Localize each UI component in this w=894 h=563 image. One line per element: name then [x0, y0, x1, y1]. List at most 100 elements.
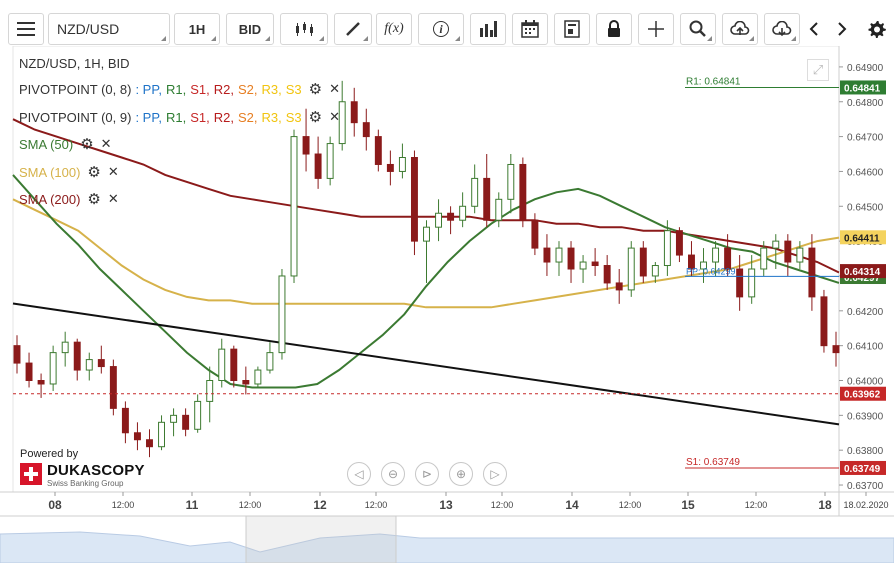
y-tick-label: 0.64100 [847, 342, 884, 353]
close-icon[interactable]: ✕ [107, 164, 119, 179]
y-tick-label: 0.64500 [847, 202, 884, 213]
download-button[interactable] [764, 13, 800, 45]
sma100-tag: 0.64411 [844, 233, 880, 244]
x-tick-label: 13 [439, 498, 453, 512]
legend-sma50: SMA (50) ⚙ ✕ [19, 135, 112, 153]
x-tick-label: 12:00 [619, 500, 642, 510]
powered-by-label: Powered by [20, 448, 79, 460]
candle-body [423, 226, 430, 242]
candle-body [615, 282, 623, 291]
info-button[interactable]: i [418, 13, 464, 45]
gear-icon[interactable]: ⚙ [80, 136, 94, 153]
download-icon [772, 21, 792, 37]
legend-sma50-name: SMA (50) [19, 136, 74, 152]
candle-body [784, 240, 792, 263]
candle-body [808, 247, 816, 298]
volume-button[interactable] [470, 13, 506, 45]
zoom-out-button[interactable]: ⊖ [381, 462, 405, 486]
crosshair-icon [648, 21, 664, 37]
brand-name: DUKASCOPY [47, 462, 145, 479]
prev-button[interactable] [801, 13, 827, 45]
candle-body [49, 352, 57, 385]
fx-icon: f(x) [384, 21, 404, 36]
candle-body [230, 348, 238, 381]
close-icon[interactable]: ✕ [107, 191, 119, 206]
lock-button[interactable] [596, 13, 632, 45]
zoom-out-icon: ⊖ [387, 467, 399, 481]
price-type-select[interactable]: BID [226, 13, 274, 45]
x-tick-label: 18 [818, 498, 832, 512]
gear-icon[interactable]: ⚙ [87, 164, 101, 181]
x-tick-label: 12:00 [491, 500, 514, 510]
scroll-right-button[interactable]: ▷ [483, 462, 507, 486]
expand-icon[interactable]: ⤢ [807, 59, 829, 81]
x-tick-label: 12 [313, 498, 327, 512]
candle-body [748, 268, 756, 298]
timeframe-label: 1H [188, 21, 206, 37]
settings-button[interactable] [862, 13, 892, 45]
next-button[interactable] [829, 13, 855, 45]
legend-r3: R3, [261, 81, 282, 97]
legend-s3: S3 [285, 109, 302, 125]
gear-icon[interactable]: ⚙ [87, 191, 101, 208]
report-button[interactable] [554, 13, 590, 45]
candle-body [109, 366, 117, 409]
candle-body [170, 414, 178, 423]
candle-body [832, 345, 840, 354]
candle-body [242, 380, 250, 385]
close-icon[interactable]: ✕ [329, 81, 340, 96]
trendline [12, 302, 840, 426]
candle-body [133, 432, 141, 441]
navigator-area [0, 531, 894, 563]
menu-icon [17, 22, 35, 36]
candle-body [579, 261, 587, 270]
legend-s1: S1, [190, 109, 210, 125]
candle-body [495, 198, 503, 221]
sma100-tag-bg [840, 230, 886, 245]
candle-body [266, 352, 274, 371]
candle-body [410, 157, 418, 242]
r1-tag-bg [840, 80, 886, 95]
timeframe-select[interactable]: 1H [174, 13, 220, 45]
draw-tool-button[interactable] [334, 13, 372, 45]
zoom-button[interactable] [680, 13, 716, 45]
crosshair-button[interactable] [638, 13, 674, 45]
zoom-in-button[interactable]: ⊕ [449, 462, 473, 486]
candle-body [146, 439, 153, 448]
legend-sma200: SMA (200) ⚙ ✕ [19, 190, 119, 208]
candle-body [724, 247, 732, 270]
candle-body [302, 136, 310, 155]
candle-body [459, 205, 467, 221]
candle-body [13, 345, 21, 364]
upload-button[interactable] [722, 13, 758, 45]
y-tick-label: 0.63700 [847, 481, 884, 492]
price-chart[interactable]: 0.64900 0.64800 0.64700 0.64600 0.64500 0.644… [0, 45, 894, 563]
candle-body [663, 230, 671, 267]
gear-icon[interactable]: ⚙ [308, 81, 323, 98]
gear-icon[interactable]: ⚙ [308, 109, 323, 126]
candle-body [374, 136, 382, 165]
x-tick-label: 11 [186, 498, 199, 512]
candle-body [483, 177, 491, 221]
close-icon[interactable]: ✕ [329, 109, 340, 124]
chart-header: NZD/USD, 1H, BID [19, 56, 130, 71]
close-icon[interactable]: ✕ [100, 136, 112, 151]
chart-type-button[interactable] [280, 13, 328, 45]
scroll-left-button[interactable]: ◁ [347, 462, 371, 486]
legend-pivot-8-name: PIVOTPOINT (0, 8) [19, 81, 132, 97]
candle-body [218, 348, 226, 381]
reset-view-button[interactable]: ⊳ [415, 462, 439, 486]
toolbar: NZD/USD 1H BID f(x) i [0, 0, 894, 60]
chevron-left-icon: ◁ [354, 467, 364, 481]
legend-pp: : PP, [135, 81, 162, 97]
r1-tag: 0.64841 [844, 83, 881, 94]
chart-panel[interactable]: 0.64900 0.64800 0.64700 0.64600 0.64500 0.644… [0, 45, 894, 563]
instrument-select[interactable]: NZD/USD [48, 13, 170, 45]
menu-button[interactable] [8, 13, 44, 45]
candle-body [121, 407, 129, 434]
candle-body [194, 400, 202, 430]
indicators-button[interactable]: f(x) [376, 13, 412, 45]
last-price-tag: 0.63962 [844, 390, 881, 401]
calendar-button[interactable] [512, 13, 548, 45]
candle-body [73, 341, 81, 371]
